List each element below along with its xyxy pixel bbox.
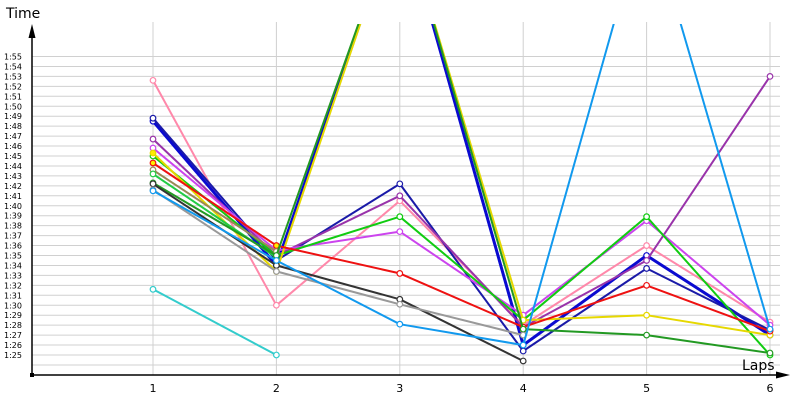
x-tick-label: 5 bbox=[643, 382, 650, 395]
data-point-marker[interactable] bbox=[149, 187, 157, 195]
data-point-marker[interactable] bbox=[766, 349, 774, 357]
y-tick-label: 1:42 bbox=[4, 182, 22, 191]
data-point-marker[interactable] bbox=[396, 192, 404, 200]
data-point-marker[interactable] bbox=[643, 311, 650, 319]
data-point-marker[interactable] bbox=[643, 242, 650, 249]
series-line bbox=[152, 147, 771, 326]
data-point-marker[interactable] bbox=[149, 180, 157, 188]
data-point-marker[interactable] bbox=[766, 72, 774, 80]
series-line bbox=[152, 188, 524, 337]
x-tick-label: 1 bbox=[150, 382, 157, 395]
y-tick-label: 1:33 bbox=[4, 271, 22, 280]
series-violet bbox=[149, 144, 774, 329]
x-tick-label: 2 bbox=[273, 382, 280, 395]
y-tick-label: 1:25 bbox=[4, 351, 22, 360]
data-point-marker[interactable] bbox=[519, 341, 527, 349]
y-tick-label: 1:48 bbox=[4, 122, 22, 131]
x-axis-tick-labels: 1 2 3 4 5 6 bbox=[150, 382, 774, 395]
x-axis-title: Laps bbox=[742, 358, 775, 374]
data-point-marker[interactable] bbox=[273, 268, 280, 275]
series-lines bbox=[149, 24, 774, 365]
y-tick-label: 1:47 bbox=[4, 132, 22, 141]
y-tick-label: 1:51 bbox=[4, 92, 22, 101]
y-axis-title: Time bbox=[5, 6, 40, 22]
series-cyan bbox=[149, 285, 280, 359]
series-line bbox=[152, 24, 771, 354]
y-tick-label: 1:49 bbox=[4, 112, 22, 121]
y-tick-label: 1:34 bbox=[4, 261, 22, 270]
series-line bbox=[152, 75, 771, 329]
series-line bbox=[152, 117, 771, 352]
series-yellow bbox=[149, 24, 774, 339]
y-tick-label: 1:43 bbox=[4, 172, 22, 181]
data-point-marker[interactable] bbox=[273, 301, 280, 309]
y-tick-label: 1:53 bbox=[4, 72, 22, 81]
x-axis-arrow-icon bbox=[776, 371, 790, 379]
y-tick-label: 1:35 bbox=[4, 252, 22, 261]
y-tick-label: 1:55 bbox=[4, 53, 22, 62]
data-point-marker[interactable] bbox=[149, 114, 157, 122]
data-point-marker[interactable] bbox=[396, 213, 404, 221]
y-tick-label: 1:32 bbox=[4, 281, 22, 290]
y-tick-label: 1:27 bbox=[4, 331, 22, 340]
y-tick-label: 1:31 bbox=[4, 291, 22, 300]
y-tick-label: 1:40 bbox=[4, 202, 22, 211]
y-tick-label: 1:37 bbox=[4, 232, 22, 241]
y-tick-label: 1:38 bbox=[4, 222, 22, 231]
data-point-marker[interactable] bbox=[149, 76, 157, 84]
y-tick-label: 1:45 bbox=[4, 152, 22, 161]
x-tick-label: 3 bbox=[396, 382, 403, 395]
series-line bbox=[152, 162, 771, 333]
y-tick-label: 1:30 bbox=[4, 301, 22, 310]
series-dark-green bbox=[149, 24, 774, 357]
y-tick-label: 1:29 bbox=[4, 311, 22, 320]
origin-marker bbox=[30, 373, 34, 377]
data-point-marker[interactable] bbox=[519, 325, 527, 333]
data-point-marker[interactable] bbox=[519, 357, 527, 365]
data-point-marker[interactable] bbox=[396, 180, 404, 188]
y-tick-label: 1:52 bbox=[4, 82, 22, 91]
data-point-marker[interactable] bbox=[396, 228, 404, 236]
series-line bbox=[152, 155, 771, 356]
data-point-marker[interactable] bbox=[149, 285, 157, 293]
data-point-marker[interactable] bbox=[396, 320, 404, 328]
data-point-marker[interactable] bbox=[643, 213, 650, 221]
data-point-marker[interactable] bbox=[149, 135, 157, 143]
series-line bbox=[152, 24, 771, 347]
data-point-marker[interactable] bbox=[643, 265, 650, 272]
data-point-marker[interactable] bbox=[643, 331, 650, 339]
y-tick-label: 1:44 bbox=[4, 162, 22, 171]
y-tick-label: 1:39 bbox=[4, 212, 22, 221]
x-tick-label: 4 bbox=[520, 382, 527, 395]
data-point-marker[interactable] bbox=[766, 325, 774, 333]
y-tick-label: 1:50 bbox=[4, 102, 22, 111]
data-point-marker[interactable] bbox=[643, 281, 650, 289]
x-tick-label: 6 bbox=[767, 382, 774, 395]
data-point-marker[interactable] bbox=[149, 159, 157, 167]
y-tick-label: 1:54 bbox=[4, 62, 22, 71]
series-azure bbox=[149, 24, 774, 349]
data-point-marker[interactable] bbox=[149, 149, 157, 157]
y-tick-label: 1:28 bbox=[4, 321, 22, 330]
series-line bbox=[152, 288, 277, 356]
data-point-marker[interactable] bbox=[273, 257, 280, 264]
data-point-marker[interactable] bbox=[643, 257, 650, 264]
y-tick-label: 1:26 bbox=[4, 341, 22, 350]
data-point-marker[interactable] bbox=[396, 300, 404, 308]
series-line bbox=[152, 79, 771, 327]
y-tick-label: 1:46 bbox=[4, 142, 22, 151]
data-point-marker[interactable] bbox=[273, 351, 280, 359]
data-point-marker[interactable] bbox=[396, 270, 404, 277]
y-tick-label: 1:41 bbox=[4, 192, 22, 201]
series-line bbox=[151, 24, 771, 347]
y-axis-tick-labels: 1:251:261:271:281:291:301:311:321:331:34… bbox=[4, 53, 22, 361]
data-point-marker[interactable] bbox=[519, 347, 527, 355]
grid-lines bbox=[32, 22, 780, 375]
y-tick-label: 1:36 bbox=[4, 242, 22, 251]
y-axis-arrow-icon bbox=[28, 24, 36, 38]
data-point-marker[interactable] bbox=[149, 170, 157, 178]
